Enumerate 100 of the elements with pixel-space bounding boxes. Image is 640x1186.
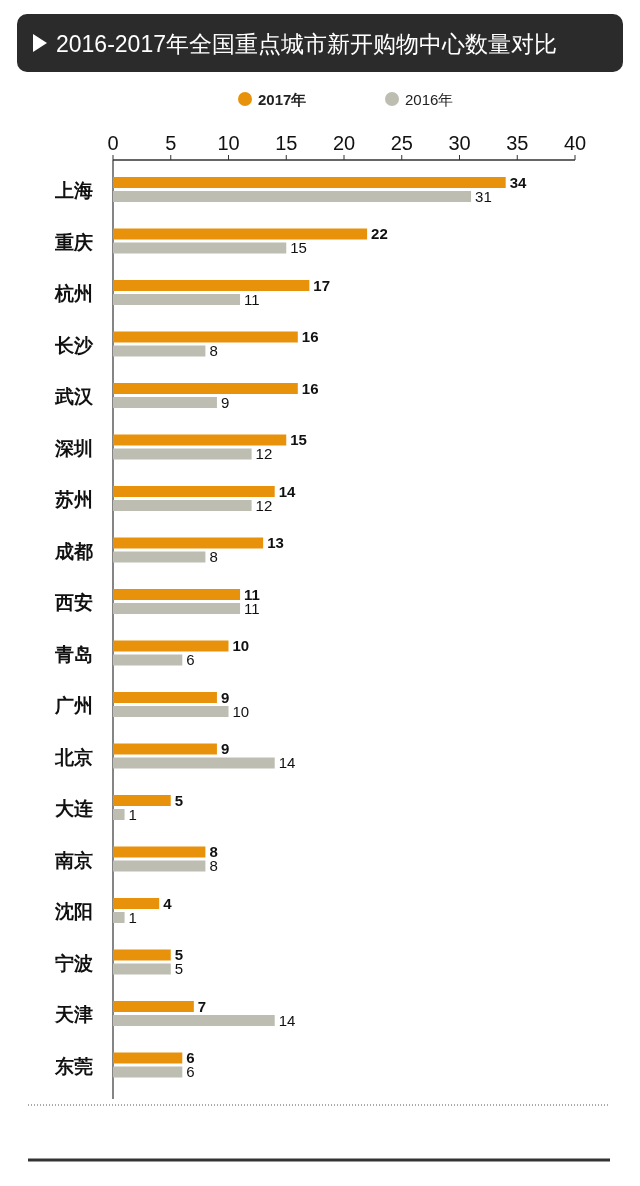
bar	[113, 898, 160, 909]
bar	[113, 949, 171, 961]
data-label: 10	[232, 637, 250, 654]
data-label: 1	[128, 805, 137, 823]
bar	[113, 294, 241, 305]
y-tick-label: 北京	[54, 746, 93, 768]
data-label: 34	[509, 173, 528, 191]
y-tick-label: 杭州	[54, 283, 93, 304]
data-label: 22	[371, 225, 388, 242]
bar	[113, 280, 310, 291]
y-tick-label: 上海	[54, 180, 93, 201]
bar	[113, 809, 125, 820]
data-label: 8	[209, 857, 218, 874]
bar	[113, 1015, 275, 1026]
chart-title: 2016-2017年全国重点城市新开购物中心数量对比	[56, 31, 557, 57]
bar	[113, 551, 206, 563]
x-tick-label: 25	[390, 132, 413, 154]
bar	[113, 963, 171, 975]
bar	[113, 654, 183, 666]
y-tick-label: 武汉	[54, 386, 94, 407]
bar	[113, 603, 241, 614]
data-label: 14	[278, 754, 296, 771]
bar	[113, 537, 264, 549]
data-label: 13	[267, 534, 284, 551]
bar	[113, 589, 241, 600]
x-tick-label: 10	[217, 132, 240, 154]
data-label: 9	[220, 688, 230, 706]
data-label: 5	[174, 960, 184, 977]
y-tick-label: 重庆	[54, 231, 93, 253]
data-label: 7	[197, 997, 207, 1015]
data-label: 8	[209, 548, 218, 565]
y-tick-label: 广州	[54, 695, 93, 716]
data-label: 12	[255, 445, 273, 462]
bar	[113, 397, 217, 408]
bar	[113, 757, 275, 769]
y-tick-label: 沈阳	[54, 901, 93, 922]
bar	[113, 692, 217, 703]
data-label: 5	[174, 791, 184, 809]
data-label: 14	[278, 1011, 296, 1029]
bar	[113, 912, 125, 923]
bar	[113, 383, 298, 394]
data-label: 5	[174, 946, 184, 963]
data-label: 16	[301, 328, 319, 345]
bar	[113, 846, 206, 858]
data-label: 9	[220, 740, 230, 757]
data-label: 31	[475, 187, 492, 205]
y-tick-label: 天津	[54, 1004, 93, 1025]
data-label: 1	[128, 908, 137, 926]
bar	[113, 743, 217, 755]
y-tick-label: 大连	[55, 798, 93, 819]
bar	[113, 706, 229, 717]
y-tick-label: 苏州	[54, 489, 93, 510]
y-tick-label: 宁波	[55, 952, 93, 974]
bar	[113, 1066, 183, 1078]
x-tick-label: 5	[165, 132, 177, 154]
bar	[113, 1052, 183, 1064]
data-label: 6	[186, 1049, 195, 1066]
bar	[113, 228, 368, 240]
x-tick-label: 30	[448, 132, 471, 154]
data-label: 9	[220, 393, 230, 411]
bar	[113, 434, 287, 446]
bar	[113, 500, 252, 511]
y-tick-label: 东莞	[54, 1055, 93, 1077]
data-label: 16	[301, 379, 319, 397]
data-label: 6	[186, 651, 195, 668]
bar	[113, 177, 506, 188]
bar	[113, 331, 298, 343]
data-label: 6	[186, 1063, 195, 1080]
data-label: 15	[290, 431, 307, 448]
bar	[113, 860, 206, 872]
bar	[113, 486, 275, 497]
y-tick-label: 青岛	[54, 643, 93, 665]
data-label: 12	[255, 496, 273, 514]
y-tick-label: 长沙	[54, 334, 94, 356]
bar	[113, 242, 287, 254]
bar	[113, 795, 171, 806]
y-tick-label: 南京	[54, 849, 93, 871]
bar	[113, 640, 229, 652]
x-tick-label: 40	[563, 132, 587, 154]
data-label: 15	[290, 239, 307, 256]
y-tick-label: 西安	[54, 592, 93, 613]
data-label: 8	[209, 342, 218, 359]
y-tick-label: 深圳	[54, 437, 93, 459]
bar	[113, 191, 472, 202]
x-tick-label: 20	[332, 132, 356, 154]
x-tick-label: 0	[107, 132, 119, 154]
data-label: 14	[278, 482, 297, 500]
data-label: 4	[163, 894, 173, 912]
bar	[113, 1001, 194, 1012]
legend-label: 2017年	[258, 91, 307, 108]
bar	[113, 448, 252, 460]
bar	[113, 345, 206, 357]
data-label: 10	[232, 702, 250, 720]
y-tick-label: 成都	[54, 540, 93, 562]
data-label: 17	[313, 276, 331, 294]
x-tick-label: 15	[275, 132, 298, 154]
data-label: 8	[209, 843, 218, 860]
x-tick-label: 35	[506, 132, 529, 154]
data-label: 11	[244, 290, 260, 308]
legend-label: 2016年	[405, 91, 454, 108]
